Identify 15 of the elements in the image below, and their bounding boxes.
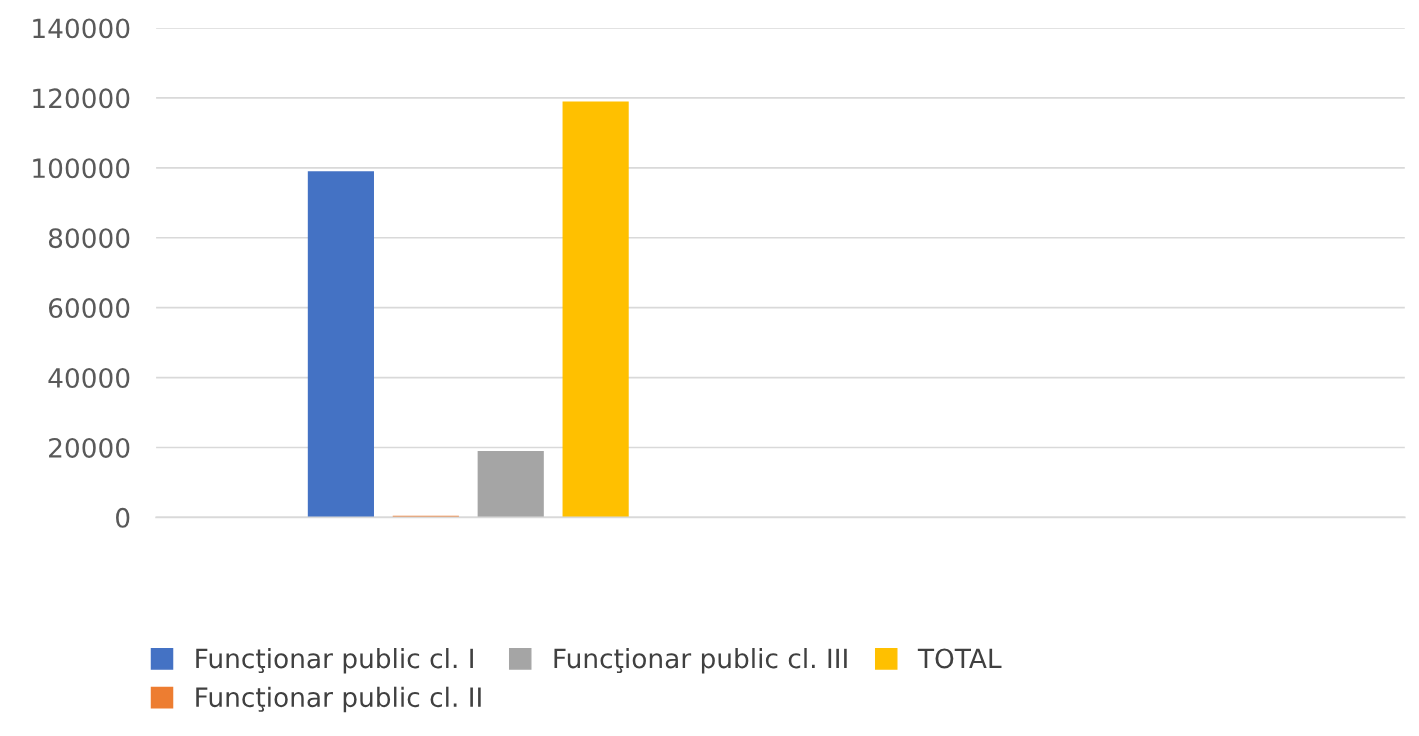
y-tick-label: 80000 <box>48 228 130 249</box>
y-tick-label: 120000 <box>33 88 130 109</box>
legend-label: TOTAL <box>917 648 1002 669</box>
bar <box>307 171 374 518</box>
y-tick-label: 60000 <box>48 298 130 319</box>
legend-label: Funcţionar public cl. I <box>196 647 473 674</box>
legend-label: Funcţionar public cl. III <box>554 647 847 674</box>
bar <box>562 101 629 518</box>
legend-label: Funcţionar public cl. II <box>196 686 481 713</box>
y-tick-label: 140000 <box>33 18 130 39</box>
y-tick-label: 40000 <box>48 368 130 388</box>
y-tick-label: 20000 <box>49 437 130 458</box>
y-tick-label: 100000 <box>33 158 130 179</box>
bar <box>477 450 544 518</box>
y-tick-label: 0 <box>116 507 130 528</box>
